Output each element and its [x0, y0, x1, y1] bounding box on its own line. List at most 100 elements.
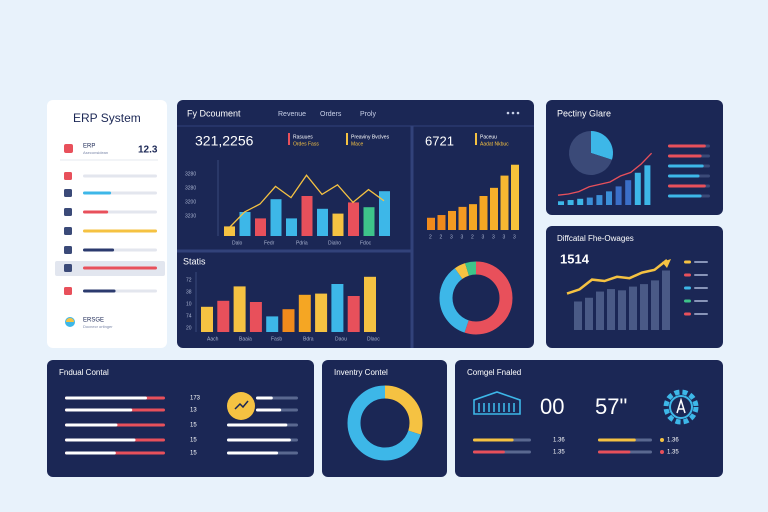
y-tick-label: 10 — [186, 301, 192, 307]
y-tick-label: 3280 — [185, 171, 196, 177]
progress-fill — [256, 396, 273, 400]
bar — [651, 280, 659, 330]
y-tick-label: 3280 — [185, 185, 196, 191]
progress-fill — [65, 451, 116, 455]
y-tick-label: 72 — [186, 277, 192, 283]
bar — [286, 218, 297, 236]
bar — [270, 199, 282, 236]
item-fill — [83, 210, 109, 214]
progress-fill — [227, 423, 288, 427]
bar — [469, 204, 477, 230]
sidebar — [47, 100, 167, 348]
tab[interactable]: Revenue — [278, 111, 306, 118]
row-label: 173 — [190, 396, 201, 402]
bar — [363, 207, 375, 236]
item-track — [83, 174, 157, 178]
progress-fill — [65, 396, 147, 400]
x-tick-label: 2 — [429, 234, 432, 240]
header-sub: Aseconsidean — [83, 150, 108, 155]
legend-label: Rasuues — [293, 134, 313, 140]
bar — [558, 201, 564, 205]
bar — [662, 270, 670, 330]
menu-dot[interactable] — [516, 111, 520, 115]
item-icon — [64, 264, 72, 272]
item-icon — [64, 208, 72, 216]
legend-bar — [694, 300, 708, 302]
header-icon — [64, 144, 73, 153]
bar — [233, 286, 246, 332]
pie-slice — [569, 131, 612, 175]
bar — [315, 293, 328, 332]
progress-fill — [473, 450, 505, 454]
y-tick-label: 20 — [186, 325, 192, 331]
bar — [379, 191, 390, 236]
x-tick-label: Pdria — [296, 240, 308, 246]
menu-dot[interactable] — [511, 111, 515, 115]
item-icon — [64, 287, 72, 295]
y-tick-label: 3230 — [185, 213, 196, 219]
bar — [458, 206, 467, 230]
legend-bar — [668, 174, 700, 178]
legend-bar — [668, 164, 704, 168]
header-value: 12.3 — [138, 145, 158, 156]
sidebar-title: ERP System — [73, 111, 141, 125]
bar — [618, 290, 626, 330]
bar — [437, 215, 446, 230]
x-tick-label: Fasb — [271, 336, 282, 342]
menu-dot[interactable] — [506, 111, 510, 115]
donut-segment — [439, 261, 513, 335]
bar — [511, 164, 519, 230]
bar — [255, 218, 266, 236]
row-label: 13 — [190, 408, 197, 414]
bar — [607, 289, 615, 330]
legend-swatch — [684, 260, 691, 264]
row-label: 1.36 — [553, 438, 565, 444]
donut-segment — [347, 385, 423, 461]
finance-panel — [47, 360, 314, 477]
bar — [348, 202, 359, 236]
tab[interactable]: Orders — [320, 111, 342, 118]
x-tick-label: Daou — [335, 336, 347, 342]
big-value: 1514 — [560, 251, 590, 266]
row-label: 15 — [190, 438, 197, 444]
panel-title: Comgel Fnaled — [467, 368, 521, 377]
trend-line — [557, 152, 653, 196]
trend-line — [228, 174, 385, 229]
bar — [644, 165, 651, 205]
row-label: 1.35 — [667, 450, 679, 456]
x-tick-label: 3 — [461, 234, 464, 240]
row-label: 1.35 — [553, 450, 565, 456]
bar — [500, 175, 509, 230]
bar — [301, 196, 313, 236]
bar — [266, 316, 279, 332]
trend-line — [566, 259, 668, 295]
panel-title: Inventry Contel — [334, 368, 388, 377]
legend-bar — [694, 287, 708, 289]
row-label: 15 — [190, 451, 197, 457]
row-icon — [660, 438, 664, 442]
bar — [606, 191, 612, 205]
bar — [490, 187, 498, 230]
item-fill — [83, 266, 157, 270]
x-tick-label: 3 — [450, 234, 453, 240]
panel-title: Diffcatal Fhe-Owages — [557, 234, 634, 243]
big-value: 57" — [595, 394, 627, 419]
x-tick-label: 2 — [440, 234, 443, 240]
x-tick-label: 3 — [513, 234, 516, 240]
header-label: ERP — [83, 144, 95, 150]
bar — [574, 301, 582, 330]
tab[interactable]: Proly — [360, 111, 376, 118]
bar — [586, 197, 593, 205]
panel-title: Fy Dcoument — [187, 108, 241, 118]
progress-fill — [65, 438, 136, 442]
big-value: 321,2256 — [195, 133, 254, 149]
row-icon — [660, 450, 664, 454]
x-tick-label: Dlaoc — [367, 336, 380, 342]
x-tick-label: 3 — [503, 234, 506, 240]
progress-fill — [598, 438, 636, 442]
x-tick-label: Dialro — [328, 240, 341, 246]
building-columns — [478, 403, 515, 412]
legend-label: Preaviny Bvclves — [351, 134, 390, 140]
bar — [317, 208, 328, 236]
